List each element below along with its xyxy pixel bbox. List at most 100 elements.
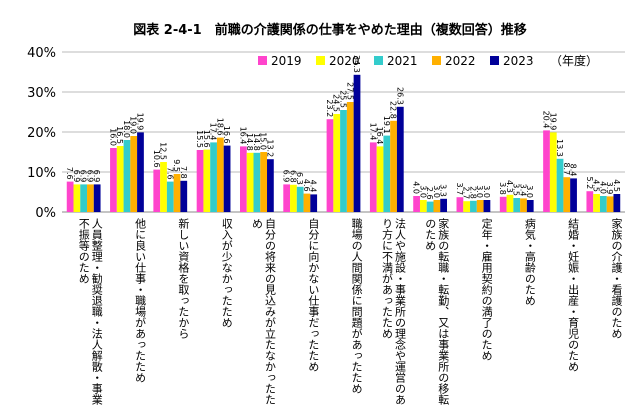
value-label: 19.1 xyxy=(382,116,391,134)
bar xyxy=(290,184,297,212)
bar xyxy=(376,146,384,212)
bar xyxy=(310,194,318,212)
bar xyxy=(180,180,188,212)
bar xyxy=(160,162,167,212)
bar xyxy=(196,150,204,212)
bar xyxy=(283,184,291,212)
bar xyxy=(426,201,434,212)
value-label: 20.4 xyxy=(542,111,551,129)
bar xyxy=(253,152,261,212)
value-label: 14.8 xyxy=(245,133,254,151)
bar xyxy=(346,102,354,212)
value-label: 3.0 xyxy=(475,185,484,198)
bar xyxy=(586,191,594,212)
value-label: 17.4 xyxy=(209,123,218,141)
legend-note: （年度） xyxy=(550,53,598,68)
value-label: 26.3 xyxy=(395,87,404,105)
value-label: 15.0 xyxy=(259,132,268,150)
bar xyxy=(593,194,600,212)
bar xyxy=(499,196,507,212)
value-label: 2.7 xyxy=(462,186,471,199)
value-label: 18.0 xyxy=(122,120,131,138)
x-tick-label: 家族の介護・看護のため xyxy=(609,218,623,339)
bar xyxy=(456,197,464,212)
value-label: 6.3 xyxy=(295,172,304,185)
legend-swatch xyxy=(374,56,383,65)
value-label: 2.8 xyxy=(468,186,477,199)
bar xyxy=(483,200,491,212)
value-label: 2.6 xyxy=(425,187,434,200)
bar xyxy=(520,198,527,212)
value-label: 23.2 xyxy=(325,99,334,117)
value-label: 6.9 xyxy=(85,170,94,183)
bar xyxy=(463,201,471,212)
legend-swatch xyxy=(316,56,325,65)
bar xyxy=(73,184,81,212)
value-label: 19.0 xyxy=(129,116,138,134)
x-tick-label: 自分に向かない仕事だったため xyxy=(306,218,320,372)
bar xyxy=(130,136,138,212)
bar xyxy=(549,132,557,212)
bar xyxy=(66,181,74,212)
value-label: 15.5 xyxy=(195,130,204,148)
bar xyxy=(526,200,534,212)
value-label: 3.0 xyxy=(418,185,427,198)
value-label: 18.6 xyxy=(215,118,224,136)
x-tick-label: 法人や施設・事業所の理念や運営のあり方に不満があったため xyxy=(380,218,407,405)
legend-label: 2019 xyxy=(271,54,302,68)
bar xyxy=(203,149,211,212)
value-label: 16.4 xyxy=(375,127,384,145)
bar xyxy=(390,120,397,212)
bar xyxy=(303,193,311,212)
bar xyxy=(80,184,88,212)
value-label: 6.9 xyxy=(79,170,88,183)
bar xyxy=(110,148,117,212)
value-label: 7.6 xyxy=(65,167,74,180)
value-label: 19.9 xyxy=(135,113,144,131)
x-tick-label: 病気・高齢のため xyxy=(523,218,537,306)
bar xyxy=(223,145,231,212)
bar xyxy=(173,174,181,212)
bar xyxy=(556,158,564,212)
value-label: 22.8 xyxy=(389,101,398,119)
bar xyxy=(563,177,571,212)
value-label: 19.9 xyxy=(548,113,557,131)
bar xyxy=(246,152,254,212)
value-label: 7.8 xyxy=(179,166,188,179)
y-tick-label: 40% xyxy=(27,46,56,61)
value-label: 13.3 xyxy=(555,139,564,157)
bar xyxy=(87,184,94,212)
x-tick-label: 定年・雇用契約の満了のため xyxy=(480,218,494,361)
x-tick-label: 家族の転職・転勤、又は事業所の移転のため xyxy=(423,218,450,405)
value-label: 15.6 xyxy=(202,130,211,148)
value-label: 25.5 xyxy=(339,90,348,108)
value-label: 6.9 xyxy=(92,170,101,183)
bar xyxy=(440,198,448,212)
y-tick-label: 20% xyxy=(27,126,56,141)
bar xyxy=(153,169,161,212)
value-label: 14.8 xyxy=(252,133,261,151)
value-label: 3.4 xyxy=(518,184,527,197)
bar xyxy=(210,142,217,212)
value-label: 10.6 xyxy=(152,150,161,168)
x-tick-label: 新しい資格を取ったから xyxy=(176,218,190,339)
legend-label: 2022 xyxy=(445,54,476,68)
bar xyxy=(513,198,521,212)
value-label: 16.0 xyxy=(108,128,117,146)
chart-title: 図表 2-4-1 前職の介護関係の仕事をやめた理由（複数回答）推移 xyxy=(133,22,526,38)
bar xyxy=(333,114,341,212)
value-label: 4.0 xyxy=(412,181,421,194)
value-label: 6.8 xyxy=(288,170,297,183)
bar xyxy=(340,110,347,212)
y-tick-label: 10% xyxy=(27,166,56,181)
bar xyxy=(570,178,577,212)
value-label: 3.3 xyxy=(439,184,448,197)
bar xyxy=(470,200,477,212)
value-label: 3.7 xyxy=(455,182,464,195)
value-label: 4.0 xyxy=(598,181,607,194)
value-label: 16.6 xyxy=(222,126,231,144)
value-label: 12.5 xyxy=(159,142,168,160)
value-label: 6.9 xyxy=(72,170,81,183)
